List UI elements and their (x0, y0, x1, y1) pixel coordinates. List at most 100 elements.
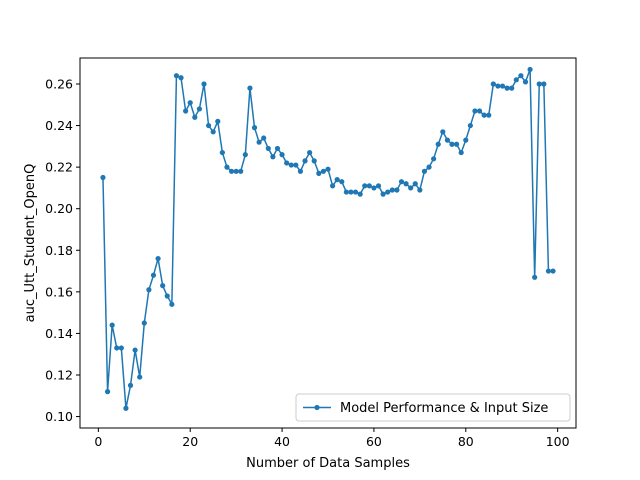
data-point (467, 122, 473, 129)
data-point (375, 183, 382, 189)
data-point (403, 181, 409, 187)
data-point (284, 160, 290, 166)
data-point (431, 156, 437, 162)
data-point (173, 73, 180, 79)
data-point (408, 185, 414, 191)
data-point (141, 320, 147, 326)
data-point (219, 149, 225, 156)
data-point (228, 168, 235, 174)
legend-box (295, 393, 571, 422)
data-point (256, 139, 262, 145)
x-tick-label: 100 (546, 434, 570, 449)
data-point (307, 149, 313, 156)
data-point (127, 382, 134, 388)
x-axis-ticks: 0 20 40 60 80 100 (94, 428, 570, 449)
data-point (509, 85, 515, 91)
data-point (123, 405, 129, 411)
data-point (261, 135, 267, 141)
data-point (522, 79, 529, 85)
y-tick-label: 0.24 (45, 118, 73, 133)
data-point (545, 268, 552, 274)
data-point (270, 154, 276, 160)
y-tick-label: 0.12 (45, 367, 73, 382)
data-point (472, 108, 478, 114)
data-point (251, 125, 258, 131)
data-point (366, 183, 372, 189)
data-point (104, 389, 111, 395)
x-tick-label: 40 (274, 434, 290, 449)
data-point (481, 112, 487, 118)
y-axis-label: auc_Utt_Student_OpenQ (23, 164, 38, 323)
data-point (274, 145, 281, 152)
data-point (453, 141, 460, 147)
data-point (118, 345, 124, 351)
data-point (169, 301, 175, 307)
data-point (160, 283, 166, 289)
data-point (339, 179, 345, 185)
x-tick-label: 20 (182, 434, 198, 449)
x-tick-label: 0 (94, 434, 102, 449)
data-point (210, 129, 216, 135)
data-point (320, 168, 327, 174)
data-point (100, 174, 106, 181)
data-point (362, 183, 368, 189)
x-tick-label: 80 (458, 434, 474, 449)
data-point (183, 108, 189, 114)
data-point (394, 187, 400, 193)
data-point (146, 287, 152, 293)
data-point (449, 141, 455, 147)
data-point (178, 75, 184, 81)
data-point (398, 179, 405, 185)
y-tick-label: 0.22 (45, 160, 73, 175)
data-point (164, 293, 170, 299)
series-layer (100, 66, 556, 411)
data-point (412, 181, 418, 187)
data-point (192, 114, 198, 120)
y-tick-label: 0.20 (45, 201, 73, 216)
data-point (297, 168, 304, 174)
data-point (476, 108, 483, 114)
y-tick-label: 0.14 (45, 326, 73, 341)
data-point (279, 152, 285, 158)
data-point (352, 189, 359, 195)
data-point (316, 170, 322, 176)
data-point (504, 85, 510, 91)
data-point (541, 81, 547, 87)
data-point (224, 164, 230, 170)
data-point (109, 322, 115, 328)
data-point (132, 347, 138, 353)
data-point (242, 152, 248, 158)
legend: Model Performance & Input Size (295, 393, 571, 422)
data-point (150, 272, 157, 278)
data-point (550, 268, 556, 274)
data-point (247, 85, 253, 91)
data-point (495, 83, 501, 89)
data-point (458, 149, 464, 156)
data-point (417, 187, 423, 193)
data-point (486, 112, 492, 118)
y-tick-label: 0.10 (45, 409, 73, 424)
data-point (385, 189, 391, 195)
y-tick-label: 0.16 (45, 284, 73, 299)
data-point (137, 374, 143, 380)
data-point (527, 66, 533, 73)
data-point (435, 141, 441, 147)
data-point (205, 122, 212, 129)
data-point (444, 137, 451, 143)
y-axis-ticks: 0.10 0.12 0.14 0.16 0.18 0.20 0.22 0.24 0.26 (45, 76, 80, 424)
data-point (343, 189, 349, 195)
data-point (215, 118, 221, 124)
data-point (532, 274, 538, 280)
data-point (238, 168, 244, 174)
data-point (357, 191, 363, 197)
data-point (302, 158, 308, 164)
data-point (288, 162, 294, 168)
x-tick-label: 60 (366, 434, 382, 449)
data-point (513, 77, 519, 83)
data-point (371, 185, 377, 191)
data-point (389, 187, 395, 193)
data-point (380, 191, 386, 197)
data-point (114, 345, 120, 351)
legend-entry-label: Model Performance & Input Size (340, 401, 548, 416)
